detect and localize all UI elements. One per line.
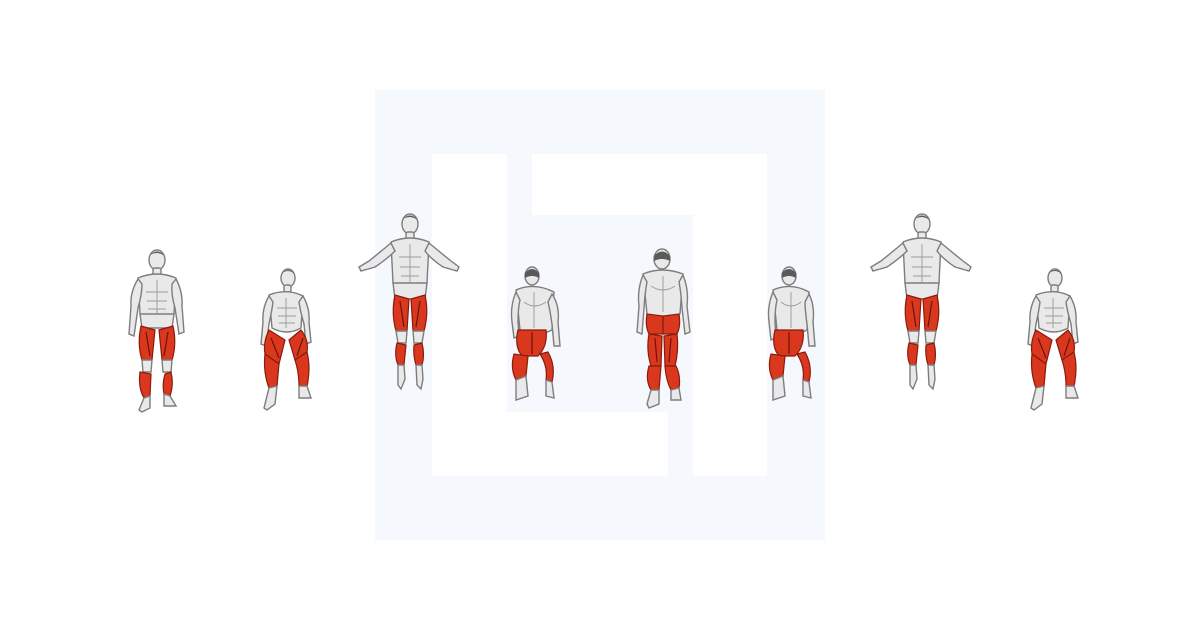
figure-front-jump bbox=[355, 213, 463, 393]
figure-back-squat bbox=[508, 266, 564, 410]
figure-front-squat-2 bbox=[1022, 268, 1082, 416]
figure-front-jump-2 bbox=[867, 213, 975, 393]
figure-back-standing bbox=[633, 248, 693, 410]
brand-logo-watermark bbox=[375, 90, 825, 540]
figure-back-squat-2 bbox=[765, 266, 819, 410]
figure-front-squat bbox=[255, 268, 315, 416]
brand-logo-icon bbox=[375, 90, 825, 540]
figure-front-standing bbox=[120, 248, 190, 416]
